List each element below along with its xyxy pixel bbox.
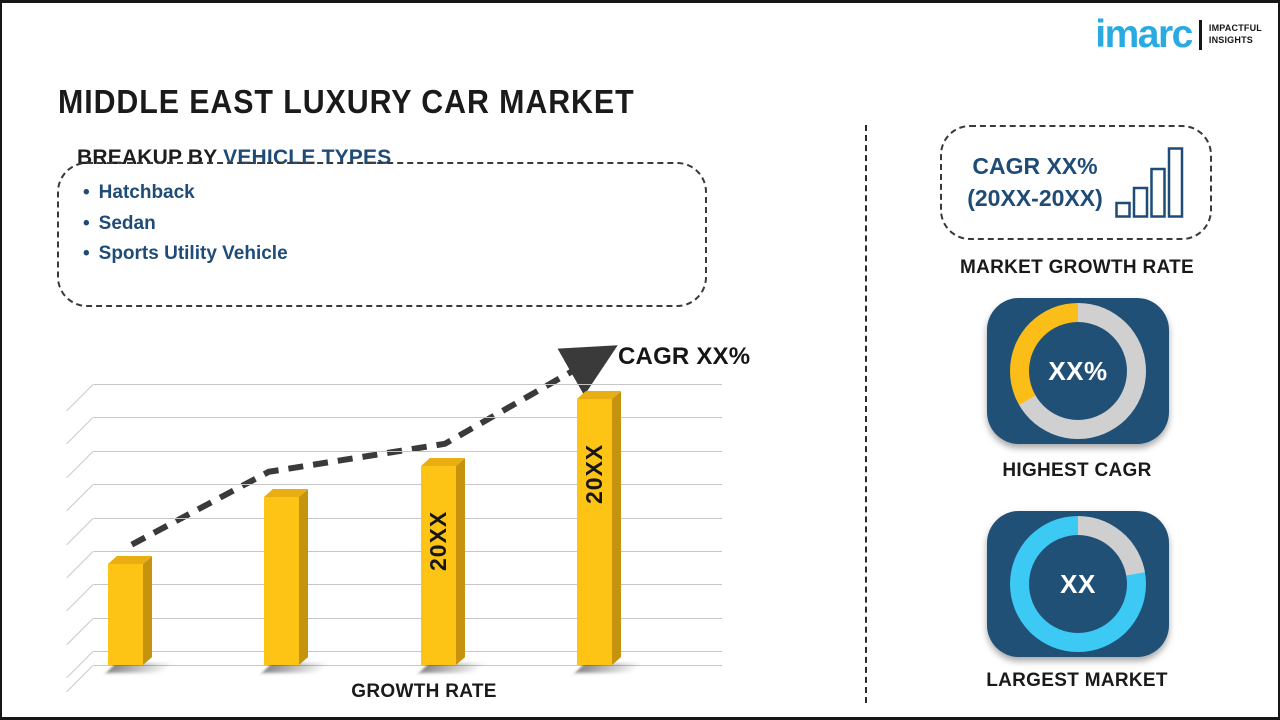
highest-cagr-donut: XX% — [1010, 303, 1146, 439]
cagr-trend-label: CAGR XX% — [618, 343, 751, 370]
vehicle-type-label: Sedan — [98, 212, 156, 234]
logo-divider-bar — [1198, 19, 1202, 50]
bar-side-face — [611, 391, 621, 665]
bar-side-face — [299, 489, 309, 665]
gridline — [66, 650, 722, 679]
growth-bars-icon — [1115, 146, 1183, 218]
page-title: MIDDLE EAST LUXURY CAR MARKET — [58, 83, 635, 121]
bar-side-face — [455, 458, 465, 665]
cagr-box-line1: CAGR XX% — [972, 153, 1098, 180]
largest-market-donut: XX — [1010, 516, 1146, 652]
bullet-dot: • — [83, 212, 90, 234]
highest-cagr-value: XX% — [1048, 355, 1108, 386]
market-growth-rate-label: MARKET GROWTH RATE — [959, 257, 1195, 278]
vehicle-type-label: Sports Utility Vehicle — [98, 243, 288, 264]
bar-2 — [262, 489, 345, 673]
vehicle-type-item: • Hatchback — [83, 178, 705, 209]
logo-tagline: IMPACTFUL INSIGHTS — [1209, 23, 1262, 46]
largest-market-label: LARGEST MARKET — [986, 670, 1168, 691]
gridline — [66, 664, 722, 693]
imarc-logo: imarc IMPACTFUL INSIGHTS — [1095, 13, 1262, 56]
trend-arrow — [130, 345, 618, 548]
vehicle-types-list: • Hatchback • Sedan • Sports Utility Vehicle — [59, 164, 705, 270]
bullet-dot: • — [83, 243, 90, 264]
chart-x-axis-label: GROWTH RATE — [351, 681, 497, 702]
gridline — [66, 417, 722, 445]
bar-1 — [106, 556, 188, 673]
bar-front-face — [108, 564, 143, 665]
gridline — [66, 617, 722, 646]
vehicle-type-item: • Sports Utility Vehicle — [83, 239, 705, 270]
bar-category-label: 20XX — [580, 443, 607, 504]
imarc-logo-wordmark: imarc — [1095, 13, 1193, 56]
gridline — [66, 584, 722, 612]
logo-tagline-line1: IMPACTFUL — [1208, 23, 1262, 34]
market-growth-rate-box: CAGR XX% (20XX-20XX) — [940, 125, 1212, 240]
bar-4: 20XX — [574, 391, 657, 673]
bar-category-label: 20XX — [424, 510, 451, 571]
cagr-box-text: CAGR XX% (20XX-20XX) — [967, 151, 1103, 213]
bar-3: 20XX — [418, 458, 501, 673]
donut-hole — [1029, 322, 1127, 420]
growth-rate-chart: 20XX 20XX — [66, 343, 747, 693]
vehicle-types-box: • Hatchback • Sedan • Sports Utility Vehicle — [57, 162, 707, 307]
vehicle-type-label: Hatchback — [98, 182, 195, 203]
gridline — [66, 483, 722, 512]
bullet-dot: • — [83, 182, 90, 203]
bar-front-face — [264, 497, 300, 665]
highest-cagr-label: HIGHEST CAGR — [1002, 460, 1152, 481]
gridline — [66, 383, 722, 412]
cagr-box-line2: (20XX-20XX) — [967, 184, 1103, 211]
gridline — [66, 450, 722, 479]
donut-hole — [1029, 535, 1127, 633]
gridline — [66, 517, 722, 545]
highest-cagr-card: XX% — [987, 298, 1169, 444]
gridline — [66, 550, 722, 579]
logo-tagline-line2: INSIGHTS — [1208, 34, 1253, 45]
section-divider — [865, 125, 867, 703]
largest-market-card: XX — [987, 511, 1169, 657]
largest-market-value: XX — [1060, 568, 1096, 599]
bar-front-face — [420, 466, 456, 665]
vehicle-type-item: • Sedan — [83, 209, 705, 240]
bar-front-face — [576, 399, 612, 665]
bar-side-face — [143, 556, 152, 665]
